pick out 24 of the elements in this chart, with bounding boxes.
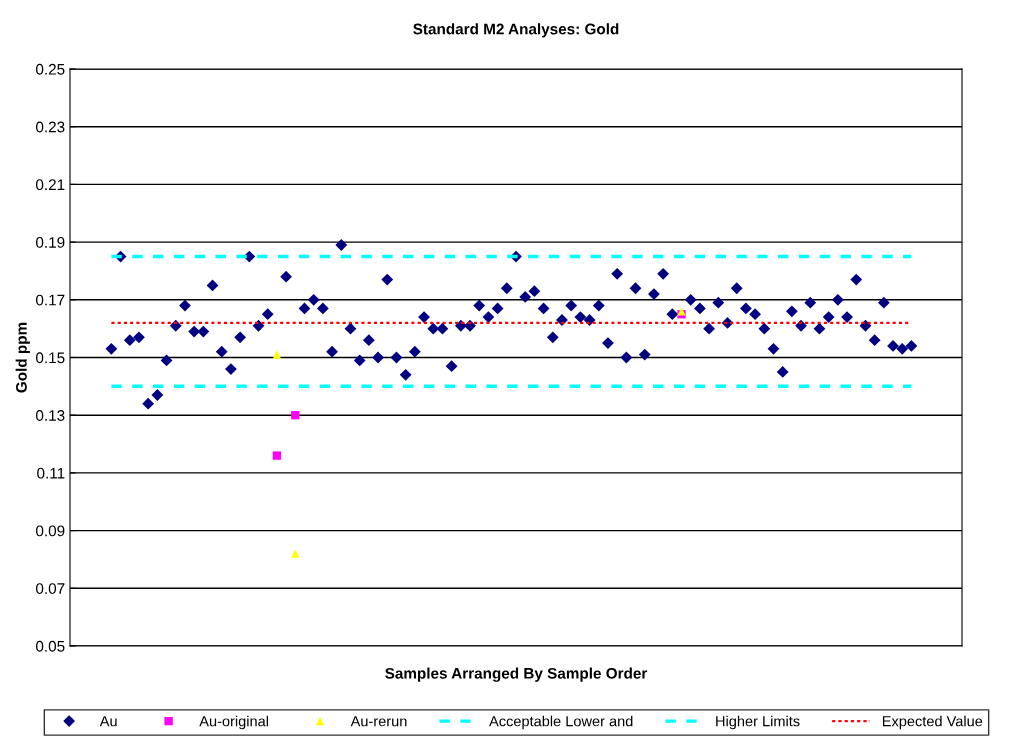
- y-tick-label: 0.25: [36, 63, 65, 75]
- legend-label: Acceptable Lower and: [489, 715, 633, 730]
- y-tick-label: 0.13: [36, 410, 65, 421]
- point: [291, 549, 300, 558]
- x-axis-title: Samples Arranged By Sample Order: [385, 667, 648, 682]
- y-tick-label: 0.07: [36, 583, 65, 594]
- legend-label: Au-rerun: [350, 716, 407, 727]
- point: [272, 350, 282, 359]
- y-tick-label: 0.09: [36, 525, 65, 537]
- legend-label: Au-original: [199, 715, 268, 730]
- y-axis-title: Gold ppm: [15, 322, 30, 393]
- point: [291, 411, 300, 420]
- y-tick-label: 0.15: [36, 352, 65, 364]
- y-tick-label: 0.19: [36, 236, 65, 248]
- point: [272, 451, 282, 460]
- legend-label: Higher Limits: [716, 715, 800, 730]
- y-tick-label: 0.21: [36, 179, 65, 191]
- y-tick-label: 0.17: [36, 294, 65, 306]
- y-tick-label: 0.23: [36, 121, 65, 133]
- chart-title: Standard M2 Analyses: Gold: [413, 23, 619, 38]
- legend-label: Au: [99, 716, 117, 727]
- y-tick-label: 0.11: [37, 467, 65, 479]
- legend-label: Expected Value: [882, 715, 983, 730]
- y-tick-label: 0.05: [36, 640, 65, 652]
